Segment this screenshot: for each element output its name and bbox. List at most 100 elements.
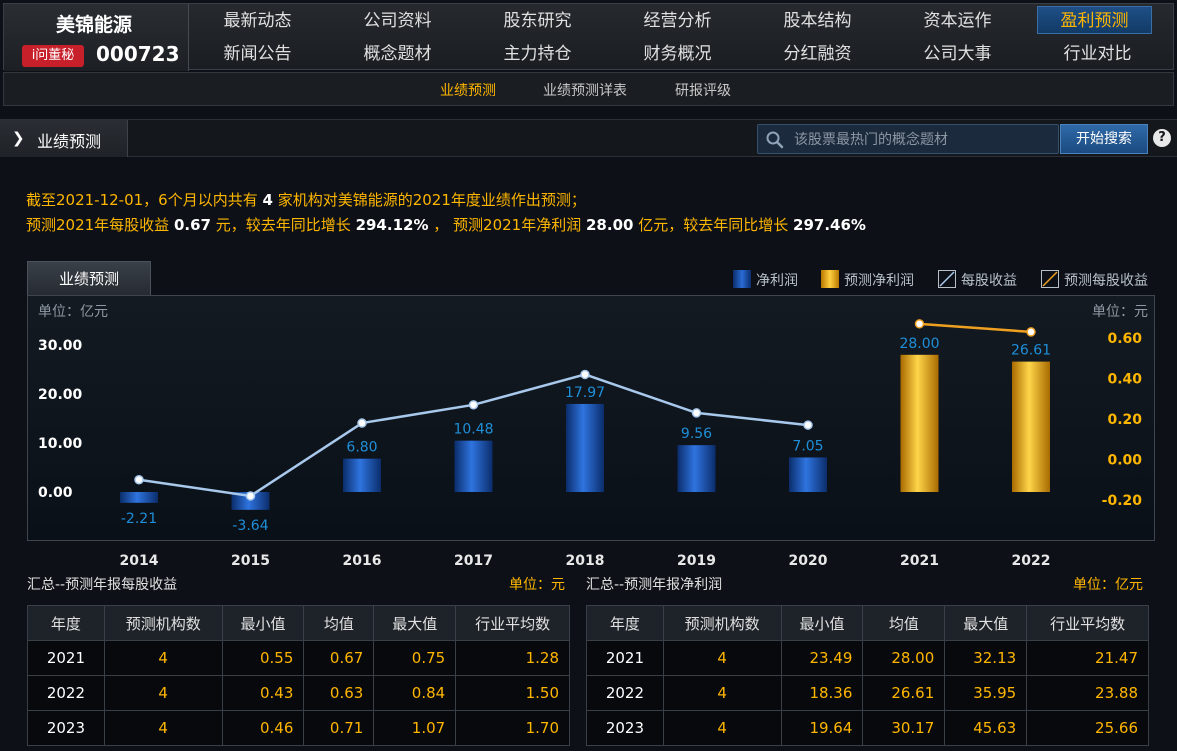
net-profit-bar: [231, 492, 270, 510]
np-table-unit: 单位：亿元: [1073, 577, 1143, 593]
cell-industry-avg: 1.50: [455, 675, 570, 711]
cell-year: 2023: [586, 710, 664, 746]
cell-mean: 0.67: [303, 640, 375, 676]
bar-value-label: 6.80: [346, 440, 377, 456]
col-header-industry-avg: 行业平均数: [1026, 605, 1149, 641]
nav-share-structure[interactable]: 股本结构: [783, 11, 852, 31]
x-tick-label: 2017: [454, 553, 493, 569]
col-header-mean: 均值: [862, 605, 946, 641]
forecast-net-profit-bar: [1012, 361, 1050, 492]
cell-min: 0.46: [221, 710, 305, 746]
forecast-net-profit-legend-swatch: [821, 270, 839, 288]
eps-point: [245, 491, 256, 501]
summary-text: 家机构对美锦能源的2021年度业绩作出预测；: [277, 191, 586, 209]
eps-table-unit: 单位：元: [509, 577, 565, 593]
eps-forecast-table: 年度 预测机构数 最小值 均值 最大值 行业平均数 2021 4 0.55 0.…: [27, 605, 570, 746]
eps-point: [803, 420, 813, 430]
x-tick-label: 2022: [1012, 553, 1051, 569]
x-tick-label: 2021: [900, 553, 939, 569]
eps-growth-value: 294.12%: [355, 216, 429, 234]
chart-tab[interactable]: 业绩预测: [27, 261, 151, 295]
cell-mean: 0.63: [303, 675, 375, 711]
net-profit-bar: [120, 492, 158, 503]
nav-industry-comparison[interactable]: 行业对比: [1063, 44, 1132, 64]
net-profit-bar: [677, 445, 716, 492]
search-input[interactable]: [794, 129, 1054, 151]
section-title-tab: ❯ 业绩预测: [0, 120, 128, 157]
y-right-tick-label: 0.20: [1107, 412, 1142, 428]
brand-block: 美锦能源 i问董秘 000723: [4, 4, 189, 71]
cell-max: 1.07: [373, 710, 457, 746]
nav-company-events[interactable]: 公司大事: [923, 44, 992, 64]
left-unit-label: 单位：亿元: [38, 304, 108, 320]
col-header-max: 最大值: [944, 605, 1028, 641]
col-header-year: 年度: [586, 605, 664, 641]
legend-net-profit: 净利润: [756, 273, 798, 289]
search-button[interactable]: 开始搜索: [1060, 124, 1148, 154]
cell-year: 2022: [27, 675, 105, 711]
bar-value-label: 9.56: [681, 426, 712, 442]
eps-table-title: 汇总--预测年报每股收益: [27, 577, 178, 593]
nav-concept-themes[interactable]: 概念题材: [363, 44, 432, 64]
cell-year: 2021: [586, 640, 664, 676]
cell-mean: 0.71: [303, 710, 375, 746]
bar-value-label: 26.61: [1011, 343, 1051, 359]
bar-value-label: -2.21: [121, 511, 157, 527]
forecast-eps-point: [1026, 327, 1036, 337]
summary-text: 截至2021-12-01，6个月以内共有: [26, 191, 258, 209]
table-row: 2021 4 0.55 0.67 0.75 1.28: [27, 640, 570, 676]
subnav-performance-forecast[interactable]: 业绩预测: [440, 83, 496, 99]
col-header-min: 最小值: [221, 605, 305, 641]
nav-dividend-financing[interactable]: 分红融资: [783, 44, 852, 64]
wendongmi-button[interactable]: i问董秘: [22, 45, 84, 67]
legend-eps: 每股收益: [961, 273, 1017, 289]
forecast-eps-value: 0.67: [173, 216, 211, 234]
cell-max: 35.95: [944, 675, 1028, 711]
cell-institutions: 4: [662, 710, 782, 746]
x-tick-label: 2020: [789, 553, 828, 569]
x-tick-label: 2019: [677, 553, 716, 569]
cell-industry-avg: 23.88: [1026, 675, 1149, 711]
y-right-tick-label: 0.00: [1107, 453, 1142, 469]
cell-mean: 28.00: [862, 640, 946, 676]
summary-line1: 截至2021-12-01，6个月以内共有 4 家机构对美锦能源的2021年度业绩…: [26, 189, 586, 210]
nav-company-profile[interactable]: 公司资料: [363, 11, 432, 31]
eps-point: [357, 418, 367, 428]
bar-value-label: 17.97: [565, 385, 605, 401]
nav-news-announcements[interactable]: 新闻公告: [223, 44, 292, 64]
nav-financial-overview[interactable]: 财务概况: [643, 44, 712, 64]
search-box: [757, 124, 1059, 154]
cell-max: 0.75: [373, 640, 457, 676]
nav-main-holdings[interactable]: 主力持仓: [503, 44, 572, 64]
nav-capital-operations[interactable]: 资本运作: [923, 11, 992, 31]
col-header-year: 年度: [27, 605, 105, 641]
subnav-forecast-details[interactable]: 业绩预测详表: [543, 83, 627, 99]
forecast-net-profit-bar: [900, 354, 939, 492]
table-row: 2023 4 19.64 30.17 45.63 25.66: [586, 710, 1149, 746]
summary-text: ， 预测2021年净利润: [433, 216, 582, 234]
y-left-tick-label: 20.00: [38, 387, 83, 403]
net-profit-bar: [343, 458, 381, 492]
forecast-eps-legend-swatch: [1041, 270, 1059, 288]
cell-min: 18.36: [780, 675, 864, 711]
help-icon[interactable]: ?: [1153, 129, 1171, 147]
nav-operations-analysis[interactable]: 经营分析: [643, 11, 712, 31]
subnav-research-ratings[interactable]: 研报评级: [675, 83, 731, 99]
nav-latest-news[interactable]: 最新动态: [223, 11, 292, 31]
x-tick-label: 2018: [566, 553, 605, 569]
legend-forecast-eps: 预测每股收益: [1064, 273, 1148, 289]
y-left-tick-label: 10.00: [38, 436, 83, 452]
nav-profit-forecast[interactable]: 盈利预测: [1037, 6, 1152, 34]
sub-nav: 业绩预测 业绩预测详表 研报评级: [3, 72, 1174, 106]
cell-institutions: 4: [662, 675, 782, 711]
bar-value-label: 10.48: [453, 422, 493, 438]
cell-industry-avg: 1.70: [455, 710, 570, 746]
col-header-institutions: 预测机构数: [103, 605, 223, 641]
chevron-right-icon: ❯: [12, 129, 25, 147]
nav-shareholder-research[interactable]: 股东研究: [503, 11, 572, 31]
cell-max: 32.13: [944, 640, 1028, 676]
legend-forecast-net-profit: 预测净利润: [844, 273, 914, 289]
col-header-institutions: 预测机构数: [662, 605, 782, 641]
search-icon: [766, 131, 784, 149]
cell-industry-avg: 21.47: [1026, 640, 1149, 676]
